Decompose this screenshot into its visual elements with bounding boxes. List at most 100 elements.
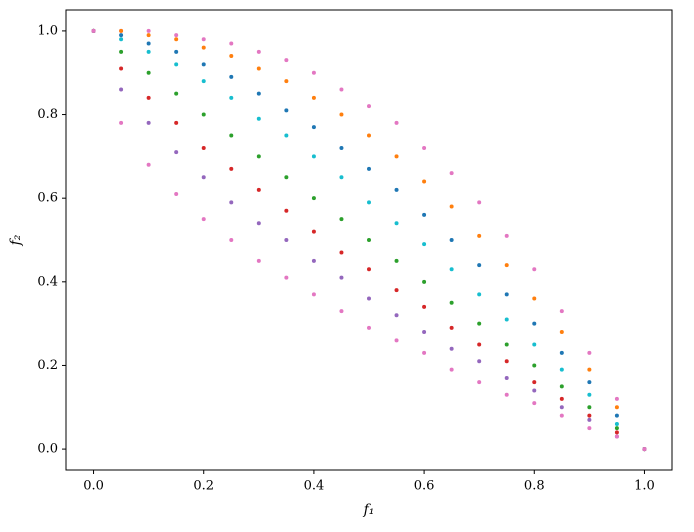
point xyxy=(229,41,234,46)
point xyxy=(201,62,206,67)
point xyxy=(367,166,371,171)
point xyxy=(146,49,151,54)
point xyxy=(174,37,179,42)
point xyxy=(642,447,647,452)
point xyxy=(477,321,482,326)
x-tick-label: 0.2 xyxy=(193,479,214,494)
point xyxy=(587,380,592,385)
y-tick-label: 0.0 xyxy=(37,442,58,457)
point xyxy=(477,263,482,268)
x-tick-label: 0.8 xyxy=(524,479,545,494)
point xyxy=(614,430,619,435)
point xyxy=(146,33,151,38)
point xyxy=(532,267,537,272)
point xyxy=(229,200,234,205)
point xyxy=(229,95,234,100)
point xyxy=(449,300,454,305)
point xyxy=(311,229,316,234)
point xyxy=(559,413,564,418)
y-tick-label: 0.2 xyxy=(37,358,58,373)
point xyxy=(311,154,316,159)
point xyxy=(559,384,564,389)
point xyxy=(284,79,289,84)
point xyxy=(174,33,179,38)
point xyxy=(284,275,289,280)
point xyxy=(174,49,179,54)
point xyxy=(614,426,619,431)
point xyxy=(174,120,179,125)
point xyxy=(119,87,124,92)
point xyxy=(284,175,289,180)
point xyxy=(146,162,151,167)
point xyxy=(174,150,179,155)
point xyxy=(477,380,482,385)
point xyxy=(174,62,179,67)
point xyxy=(504,233,509,238)
point xyxy=(201,175,206,180)
point xyxy=(339,146,344,150)
point xyxy=(311,258,316,263)
point xyxy=(339,250,344,255)
point xyxy=(614,413,619,418)
point xyxy=(449,171,454,176)
point xyxy=(311,70,316,75)
point xyxy=(367,238,371,242)
point xyxy=(394,221,399,226)
point xyxy=(146,41,151,46)
point xyxy=(449,346,454,351)
point xyxy=(146,28,151,33)
point xyxy=(477,342,482,347)
point xyxy=(587,405,592,410)
point xyxy=(614,422,619,426)
point xyxy=(256,258,261,263)
y-tick-label: 0.8 xyxy=(37,107,58,122)
point xyxy=(367,104,371,109)
plot-frame xyxy=(65,9,673,471)
point xyxy=(201,112,206,117)
point xyxy=(449,267,454,272)
point xyxy=(394,313,399,318)
point xyxy=(201,79,206,84)
point xyxy=(284,208,289,213)
point xyxy=(367,133,371,138)
point xyxy=(532,388,537,393)
point xyxy=(311,95,316,100)
point xyxy=(504,317,509,322)
point xyxy=(119,66,124,71)
point xyxy=(422,212,427,217)
point xyxy=(119,37,124,42)
point xyxy=(422,330,427,334)
point xyxy=(146,120,151,125)
point xyxy=(532,296,537,301)
point xyxy=(614,434,619,439)
point xyxy=(504,292,509,297)
x-tick-label: 0.0 xyxy=(83,479,104,494)
point xyxy=(587,417,592,422)
point xyxy=(504,359,509,364)
point xyxy=(201,146,206,150)
point xyxy=(256,154,261,159)
point xyxy=(256,91,261,96)
point xyxy=(311,292,316,297)
point xyxy=(367,267,371,272)
point xyxy=(229,54,234,58)
point xyxy=(477,233,482,238)
point xyxy=(394,120,399,125)
point xyxy=(91,28,96,33)
point xyxy=(559,367,564,372)
point xyxy=(284,238,289,242)
point xyxy=(229,166,234,171)
point xyxy=(504,392,509,397)
point xyxy=(587,350,592,355)
point xyxy=(559,330,564,334)
point xyxy=(339,87,344,92)
point xyxy=(559,396,564,401)
point xyxy=(559,405,564,410)
point xyxy=(394,338,399,343)
point xyxy=(119,28,124,33)
point xyxy=(587,367,592,372)
point xyxy=(504,263,509,268)
point xyxy=(394,258,399,263)
y-tick-label: 0.6 xyxy=(37,191,58,206)
